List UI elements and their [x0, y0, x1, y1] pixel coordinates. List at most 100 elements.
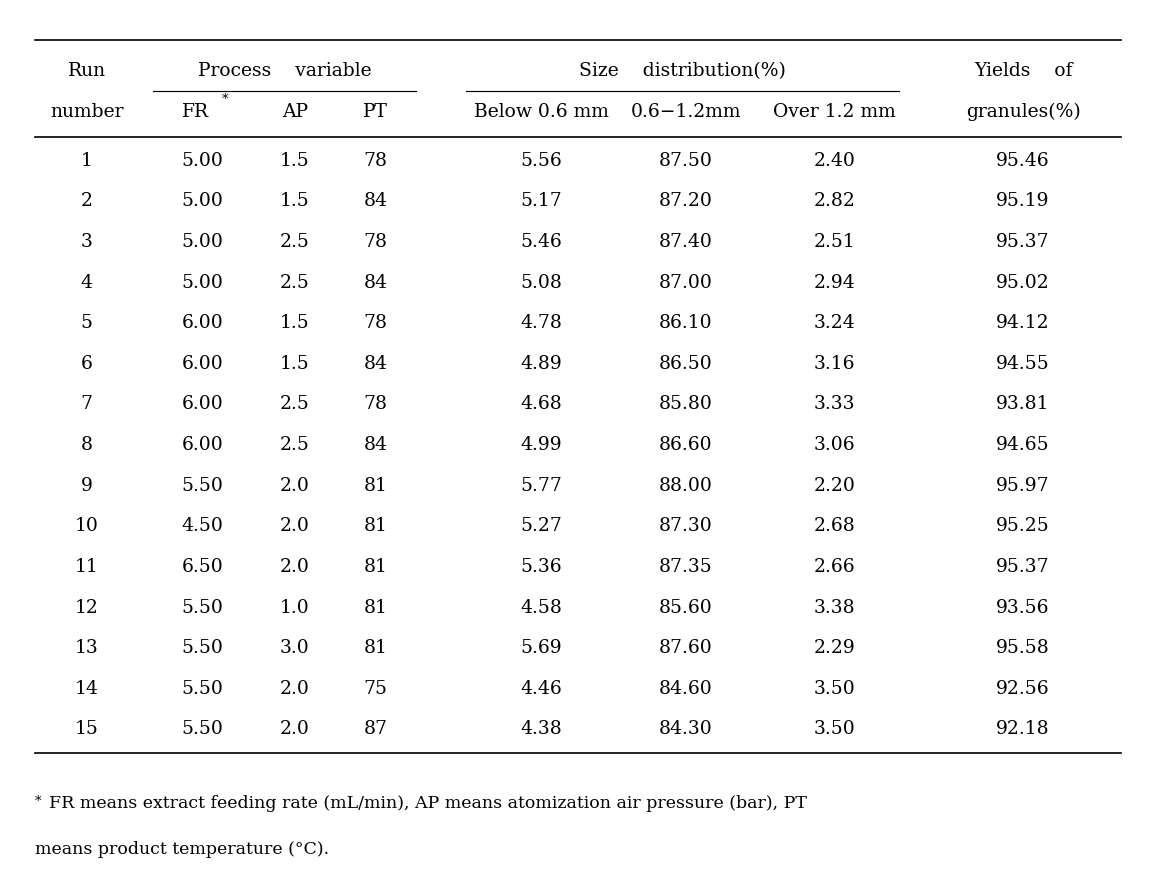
Text: Process    variable: Process variable	[198, 62, 371, 79]
Text: 85.80: 85.80	[659, 396, 712, 413]
Text: 84.60: 84.60	[659, 680, 712, 698]
Text: PT: PT	[363, 103, 388, 121]
Text: 6.00: 6.00	[181, 396, 223, 413]
Text: 4.78: 4.78	[520, 314, 562, 332]
Text: 4.58: 4.58	[520, 599, 562, 616]
Text: 81: 81	[364, 558, 387, 576]
Text: 12: 12	[75, 599, 98, 616]
Text: AP: AP	[282, 103, 307, 121]
Text: 95.02: 95.02	[996, 274, 1050, 291]
Text: 84.30: 84.30	[659, 721, 712, 738]
Text: 13: 13	[75, 639, 98, 657]
Text: Run: Run	[68, 62, 105, 79]
Text: 3.16: 3.16	[814, 355, 855, 373]
Text: 5.36: 5.36	[520, 558, 562, 576]
Text: 10: 10	[75, 517, 98, 535]
Text: 5.08: 5.08	[520, 274, 562, 291]
Text: 5.50: 5.50	[181, 680, 223, 698]
Text: 2.0: 2.0	[280, 721, 310, 738]
Text: 86.10: 86.10	[659, 314, 712, 332]
Text: *: *	[222, 94, 229, 106]
Text: 2.51: 2.51	[814, 233, 855, 251]
Text: 3.50: 3.50	[814, 680, 855, 698]
Text: 4.38: 4.38	[520, 721, 562, 738]
Text: 6.00: 6.00	[181, 436, 223, 454]
Text: 84: 84	[364, 436, 387, 454]
Text: 86.50: 86.50	[659, 355, 712, 373]
Text: 87.20: 87.20	[659, 192, 712, 210]
Text: 81: 81	[364, 599, 387, 616]
Text: 4.68: 4.68	[520, 396, 562, 413]
Text: Over 1.2 mm: Over 1.2 mm	[773, 103, 896, 121]
Text: 5.17: 5.17	[520, 192, 562, 210]
Text: 85.60: 85.60	[659, 599, 712, 616]
Text: 1.5: 1.5	[280, 355, 310, 373]
Text: 5.27: 5.27	[520, 517, 562, 535]
Text: 95.37: 95.37	[996, 558, 1050, 576]
Text: 2.0: 2.0	[280, 517, 310, 535]
Text: 3.33: 3.33	[814, 396, 855, 413]
Text: 5.77: 5.77	[520, 477, 562, 494]
Text: 2.0: 2.0	[280, 477, 310, 494]
Text: 3.0: 3.0	[280, 639, 310, 657]
Text: 6: 6	[81, 355, 92, 373]
Text: 6.00: 6.00	[181, 314, 223, 332]
Text: 1: 1	[81, 152, 92, 170]
Text: 87.50: 87.50	[659, 152, 712, 170]
Text: 6.00: 6.00	[181, 355, 223, 373]
Text: 87.35: 87.35	[659, 558, 712, 576]
Text: 92.56: 92.56	[996, 680, 1050, 698]
Text: 87.30: 87.30	[659, 517, 712, 535]
Text: 93.56: 93.56	[996, 599, 1050, 616]
Text: 78: 78	[364, 152, 387, 170]
Text: 94.12: 94.12	[996, 314, 1050, 332]
Text: 2.20: 2.20	[814, 477, 855, 494]
Text: FR: FR	[181, 103, 209, 121]
Text: 2.82: 2.82	[814, 192, 855, 210]
Text: 11: 11	[75, 558, 98, 576]
Text: *: *	[35, 796, 42, 808]
Text: 5.50: 5.50	[181, 639, 223, 657]
Text: 2.29: 2.29	[814, 639, 855, 657]
Text: 87: 87	[364, 721, 387, 738]
Text: 87.40: 87.40	[659, 233, 712, 251]
Text: 84: 84	[364, 274, 387, 291]
Text: Size    distribution(%): Size distribution(%)	[579, 62, 785, 79]
Text: 9: 9	[81, 477, 92, 494]
Text: 94.55: 94.55	[996, 355, 1050, 373]
Text: 4.99: 4.99	[520, 436, 562, 454]
Text: 95.37: 95.37	[996, 233, 1050, 251]
Text: 14: 14	[75, 680, 98, 698]
Text: 2.94: 2.94	[814, 274, 855, 291]
Text: 93.81: 93.81	[996, 396, 1050, 413]
Text: 2.5: 2.5	[280, 233, 310, 251]
Text: 95.58: 95.58	[996, 639, 1050, 657]
Text: 4.46: 4.46	[520, 680, 562, 698]
Text: 7: 7	[81, 396, 92, 413]
Text: 2.66: 2.66	[814, 558, 855, 576]
Text: 4.89: 4.89	[520, 355, 562, 373]
Text: 81: 81	[364, 639, 387, 657]
Text: number: number	[50, 103, 124, 121]
Text: 87.00: 87.00	[659, 274, 712, 291]
Text: 5.50: 5.50	[181, 599, 223, 616]
Text: 5.00: 5.00	[181, 192, 223, 210]
Text: 3.38: 3.38	[814, 599, 855, 616]
Text: 15: 15	[75, 721, 98, 738]
Text: 2.0: 2.0	[280, 558, 310, 576]
Text: 0.6−1.2mm: 0.6−1.2mm	[630, 103, 741, 121]
Text: 75: 75	[364, 680, 387, 698]
Text: 84: 84	[364, 355, 387, 373]
Text: 2: 2	[81, 192, 92, 210]
Text: 5: 5	[81, 314, 92, 332]
Text: 2.40: 2.40	[814, 152, 855, 170]
Text: 1.5: 1.5	[280, 192, 310, 210]
Text: 95.46: 95.46	[996, 152, 1050, 170]
Text: 5.50: 5.50	[181, 721, 223, 738]
Text: 1.0: 1.0	[280, 599, 310, 616]
Text: 3.06: 3.06	[814, 436, 855, 454]
Text: 3: 3	[81, 233, 92, 251]
Text: 2.68: 2.68	[814, 517, 855, 535]
Text: 4.50: 4.50	[181, 517, 223, 535]
Text: 5.69: 5.69	[520, 639, 562, 657]
